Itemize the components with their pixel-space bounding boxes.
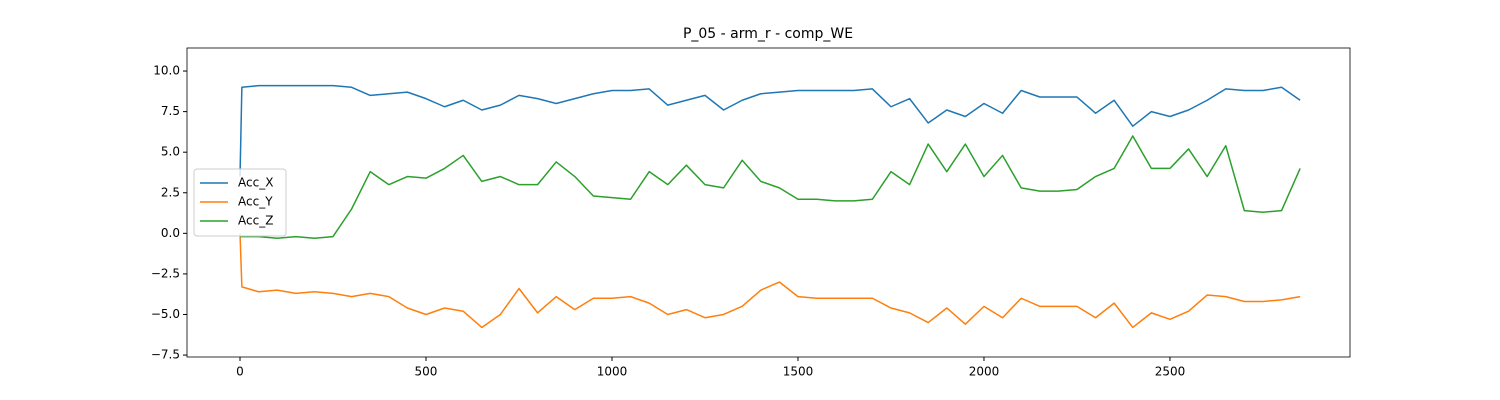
chart-title: P_05 - arm_r - comp_WE <box>683 26 853 42</box>
series-line <box>240 135 1301 239</box>
y-tick-label: −7.5 <box>151 348 180 362</box>
series-line <box>239 84 1301 177</box>
y-tick-label: −5.0 <box>151 307 180 321</box>
legend-label: Acc_Y <box>238 195 273 209</box>
x-tick-label: 500 <box>415 365 438 379</box>
y-tick-label: 2.5 <box>161 185 180 199</box>
series-line <box>239 233 1301 329</box>
y-tick-label: −2.5 <box>151 266 180 280</box>
y-tick-label: 7.5 <box>161 104 180 118</box>
y-tick-label: 5.0 <box>161 145 180 159</box>
legend-label: Acc_Z <box>238 214 273 228</box>
y-tick-label: 10.0 <box>153 64 180 78</box>
x-tick-label: 1500 <box>783 365 814 379</box>
x-tick-label: 0 <box>236 365 244 379</box>
plot-frame <box>186 47 1351 358</box>
y-tick-label: 0.0 <box>161 226 180 240</box>
x-tick-label: 2000 <box>969 365 1000 379</box>
legend-label: Acc_X <box>238 176 273 190</box>
legend-box <box>193 168 287 237</box>
x-tick-label: 1000 <box>597 365 628 379</box>
x-tick-label: 2500 <box>1155 365 1186 379</box>
